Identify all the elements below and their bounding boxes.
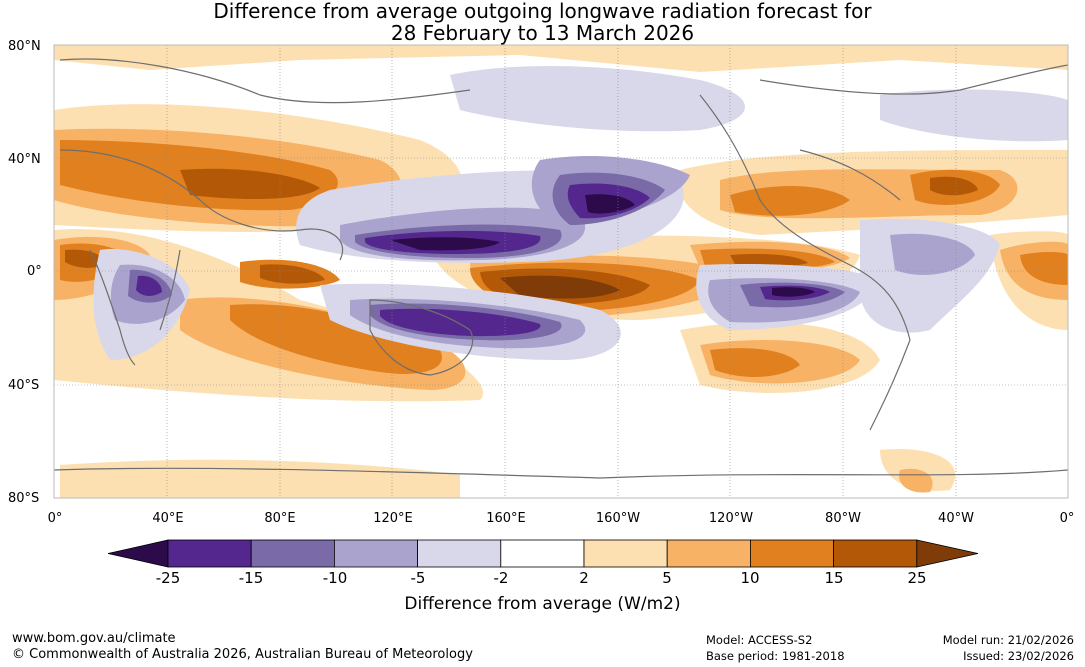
lon-label-120e: 120°E (373, 511, 413, 526)
colorbar-tick: -10 (322, 569, 348, 587)
colorbar-swatch (750, 539, 835, 568)
colorbar-swatch (500, 539, 585, 568)
colorbar-tick: 2 (579, 569, 589, 587)
colorbar-swatch (167, 539, 252, 568)
colorbar-extend-low (107, 539, 169, 568)
colorbar-label: Difference from average (W/m2) (404, 594, 681, 614)
model-run-text: Model run: 21/02/2026 (942, 633, 1074, 647)
colorbar-swatch (417, 539, 502, 568)
colorbar-tick: -25 (155, 569, 181, 587)
base-period-text: Base period: 1981-2018 (706, 649, 845, 663)
lon-label-80e: 80°E (264, 511, 296, 526)
colorbar (107, 539, 979, 568)
lon-label-0-left: 0° (47, 511, 63, 526)
colorbar-tick: 10 (740, 569, 760, 587)
copyright-text: © Commonwealth of Australia 2026, Austra… (12, 647, 473, 662)
colorbar-tick: 15 (824, 569, 844, 587)
colorbar-swatch (833, 539, 918, 568)
lat-label-equator: 0° (27, 264, 42, 279)
lon-label-160w: 160°W (595, 511, 641, 526)
lon-label-160e: 160°E (486, 511, 526, 526)
colorbar-tick: -15 (238, 569, 264, 587)
lon-label-80w: 80°W (825, 511, 861, 526)
lat-label-80s: 80°S (8, 491, 40, 506)
lon-label-0-right: 0° (1059, 511, 1075, 526)
lon-label-120w: 120°W (708, 511, 754, 526)
colorbar-extend-high (916, 539, 979, 568)
anomaly-field (54, 45, 1068, 498)
map-title-line1: Difference from average outgoing longwav… (213, 0, 872, 23)
model-text: Model: ACCESS-S2 (706, 633, 813, 647)
colorbar-tick: 25 (907, 569, 927, 587)
lat-label-40s: 40°S (8, 378, 40, 393)
issued-text: Issued: 23/02/2026 (963, 649, 1074, 663)
website-text: www.bom.gov.au/climate (12, 631, 176, 646)
lon-label-40e: 40°E (152, 511, 184, 526)
lat-label-40n: 40°N (8, 152, 41, 167)
lat-label-80n: 80°N (8, 39, 41, 54)
colorbar-swatch (333, 539, 418, 568)
lon-label-40w: 40°W (938, 511, 974, 526)
colorbar-tick: 5 (662, 569, 672, 587)
colorbar-tick: -5 (410, 569, 426, 587)
map-title-line2: 28 February to 13 March 2026 (390, 21, 695, 45)
colorbar-swatch (666, 539, 751, 568)
colorbar-swatch (250, 539, 335, 568)
colorbar-swatch (583, 539, 668, 568)
colorbar-tick: -2 (493, 569, 509, 587)
graticule (54, 45, 1068, 498)
